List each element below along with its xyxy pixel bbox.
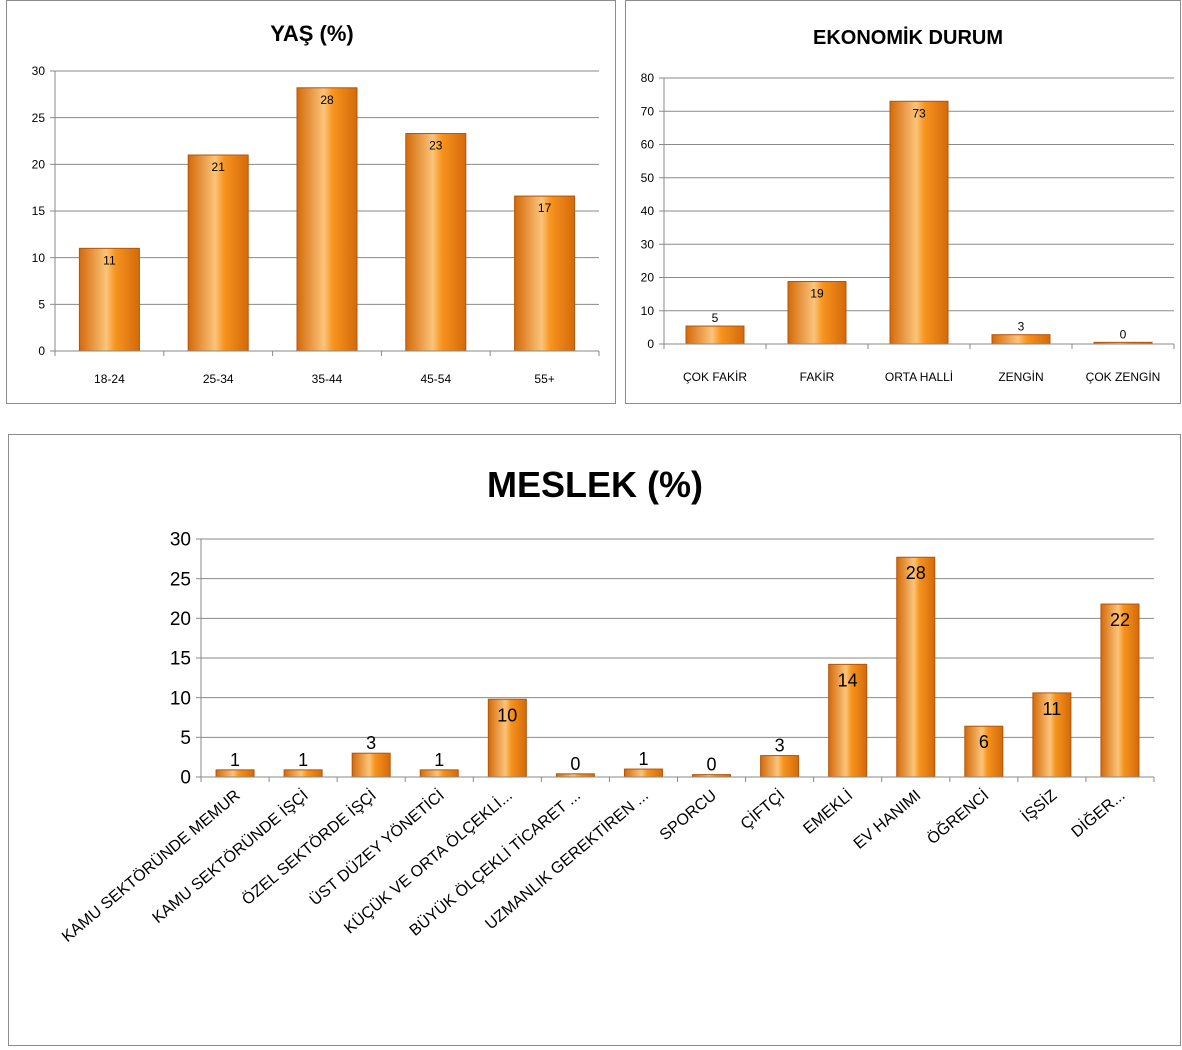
bar [760, 755, 800, 778]
bar [215, 769, 255, 778]
data-label: 73 [912, 106, 926, 120]
y-tick-label: 0 [180, 768, 191, 789]
y-tick-label: 0 [647, 337, 654, 351]
x-tick-label: ÇOK FAKİR [683, 370, 747, 384]
x-tick-label: ÜST DÜZEY YÖNETİCİ [306, 786, 448, 910]
chart-title: MESLEK (%) [487, 464, 703, 505]
x-tick-label: EV HANIMI [851, 787, 925, 853]
x-tick-label: DİĞER... [1067, 786, 1128, 842]
x-tick-label: 35-44 [312, 372, 343, 386]
data-label: 1 [230, 750, 240, 770]
y-tick-label: 80 [641, 71, 655, 85]
y-tick-label: 20 [641, 271, 655, 285]
chart-title: EKONOMİK DURUM [813, 26, 1003, 49]
bar [78, 247, 140, 352]
y-tick-label: 20 [170, 609, 191, 630]
data-label: 1 [434, 750, 444, 770]
bar [889, 100, 949, 345]
data-label: 11 [103, 253, 116, 267]
x-tick-label: ÇOK ZENGİN [1086, 370, 1161, 384]
y-tick-label: 30 [170, 530, 191, 551]
y-tick-label: 25 [32, 111, 46, 125]
bar [1032, 692, 1072, 778]
y-tick-label: 30 [32, 64, 46, 78]
y-tick-label: 10 [641, 304, 655, 318]
economic-status-chart-panel: EKONOMİK DURUM 0 10 20 30 40 50 60 70 80 5 ÇOK FAKİ… [625, 0, 1181, 404]
bar [685, 325, 745, 345]
bar [623, 768, 663, 778]
y-tick-label: 5 [180, 728, 191, 749]
y-tick-label: 40 [641, 204, 655, 218]
y-tick-label: 25 [170, 569, 191, 590]
data-label: 3 [1018, 320, 1025, 334]
data-label: 11 [1043, 699, 1062, 719]
data-label: 28 [320, 93, 334, 107]
data-label: 23 [429, 139, 443, 153]
y-tick-label: 20 [32, 158, 46, 172]
y-tick-label: 10 [32, 251, 46, 265]
x-tick-label: SPORCU [657, 787, 720, 844]
y-tick-label: 10 [170, 688, 191, 709]
data-label: 3 [775, 736, 785, 756]
occupation-chart-panel: MESLEK (%) 0 5 10 15 20 25 30 1 KAMU SEKTÖRÜNDE M… [8, 434, 1181, 1046]
y-tick-label: 50 [641, 171, 655, 185]
data-label: 0 [1120, 327, 1127, 341]
data-label: 0 [707, 755, 717, 775]
y-tick-label: 5 [38, 298, 45, 312]
x-tick-label: ÇİFTÇİ [736, 786, 788, 834]
data-label: 17 [538, 201, 552, 215]
bar [405, 133, 467, 352]
x-tick-label: 55+ [534, 372, 554, 386]
bar [283, 769, 323, 778]
bar [419, 769, 459, 778]
y-tick-label: 30 [641, 237, 655, 251]
x-tick-label: İŞSİZ [1018, 785, 1061, 825]
bar [296, 87, 358, 352]
bar [828, 663, 868, 778]
bar [187, 154, 249, 352]
data-label: 10 [497, 705, 517, 725]
bar [351, 752, 391, 778]
data-label: 1 [638, 749, 648, 769]
y-tick-label: 15 [170, 649, 191, 670]
y-tick-label: 0 [38, 344, 45, 358]
y-tick-label: 70 [641, 104, 655, 118]
bar [1100, 603, 1140, 778]
x-tick-label: FAKİR [800, 370, 835, 384]
bar [514, 195, 576, 352]
data-label: 5 [712, 311, 719, 325]
x-tick-label: EMEKLİ [799, 786, 856, 838]
data-label: 3 [366, 733, 376, 753]
x-tick-label: 18-24 [94, 372, 125, 386]
x-tick-label: ÖZEL SEKTÖRDE İŞÇİ [238, 786, 380, 909]
x-tick-label: ORTA HALLİ [885, 370, 953, 384]
x-tick-label: 25-34 [203, 372, 234, 386]
data-label: 14 [838, 670, 858, 690]
data-label: 1 [298, 750, 308, 770]
y-tick-label: 15 [32, 204, 46, 218]
bar [991, 334, 1051, 345]
y-tick-label: 60 [641, 138, 655, 152]
chart-title: YAŞ (%) [270, 21, 354, 46]
x-tick-label: ÖĞRENCİ [923, 786, 992, 849]
data-label: 6 [979, 732, 989, 752]
data-label: 22 [1110, 610, 1130, 630]
data-label: 21 [212, 160, 226, 174]
bar [964, 725, 1004, 778]
x-tick-label: ZENGİN [998, 370, 1043, 384]
bar [896, 556, 936, 778]
data-label: 19 [810, 286, 824, 300]
age-chart-panel: YAŞ (%) 0 5 10 15 20 25 30 11 18-24 21 25-34 28 35-44… [6, 0, 616, 404]
data-label: 0 [570, 754, 580, 774]
data-label: 28 [906, 563, 926, 583]
x-tick-label: 45-54 [420, 372, 451, 386]
age-chart: YAŞ (%) 0 5 10 15 20 25 30 11 18-24 21 25-34 28 35-44… [32, 21, 600, 386]
